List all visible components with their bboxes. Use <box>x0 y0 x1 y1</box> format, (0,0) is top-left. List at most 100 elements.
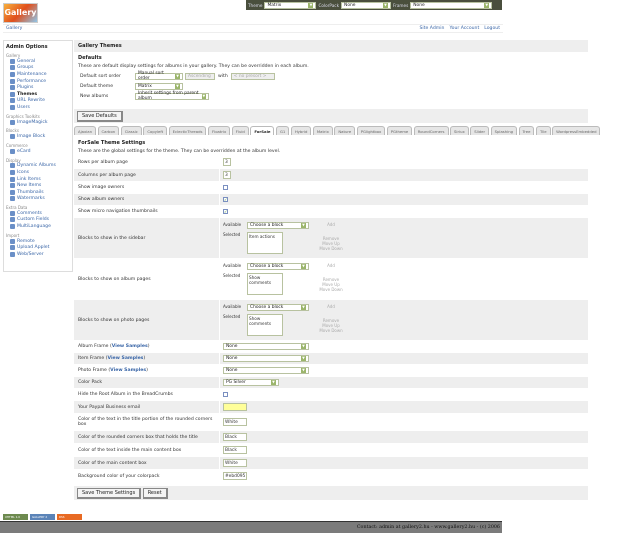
sidebar-item-image-block[interactable]: Image Block <box>6 133 70 140</box>
setting-text-input[interactable]: #ebd095 <box>223 472 247 480</box>
setting-select[interactable]: None ▼ <box>223 343 309 350</box>
sidebar-item-web-server[interactable]: Web/Server <box>6 251 70 258</box>
selected-blocks-list[interactable]: Show comments <box>247 314 283 336</box>
selected-blocks-list[interactable]: Item actions <box>247 232 283 254</box>
tab-fluid[interactable]: Fluid <box>231 126 249 135</box>
setting-text-input[interactable]: 3 <box>223 171 231 179</box>
gallery-logo[interactable]: Gallery <box>3 3 38 23</box>
sidebar-item-performance[interactable]: Performance <box>6 78 70 85</box>
tab-classic[interactable]: Classic <box>120 126 142 135</box>
move-remove-button[interactable]: Remove <box>322 236 340 241</box>
theme-select[interactable]: Matrix ▼ <box>264 1 317 9</box>
sidebar-item-thumbnails[interactable]: Thumbnails <box>6 189 70 196</box>
sidebar-item-comments[interactable]: Comments <box>6 210 70 217</box>
setting-select[interactable]: None ▼ <box>223 367 309 374</box>
sidebar-item-custom-fields[interactable]: Custom Fields <box>6 217 70 224</box>
setting-checkbox[interactable] <box>223 392 228 397</box>
setting-text-input[interactable]: Black <box>223 433 247 441</box>
sidebar-item-icons[interactable]: Icons <box>6 169 70 176</box>
view-samples-link[interactable]: View Samples <box>111 344 148 349</box>
move-up-button[interactable]: Move Up <box>322 282 340 287</box>
sidebar-item-link-items[interactable]: Link Items <box>6 176 70 183</box>
setting-checkbox[interactable]: ✓ <box>223 197 228 202</box>
setting-text-input[interactable] <box>223 403 247 411</box>
tab-roundcorners[interactable]: RoundCorners <box>413 126 449 135</box>
logout-link[interactable]: Logout <box>484 26 500 31</box>
available-blocks-select[interactable]: Choose a block ▼ <box>247 304 309 311</box>
tab-forsale[interactable]: ForSale <box>250 126 275 135</box>
sidebar-item-url-rewrite[interactable]: URL Rewrite <box>6 98 70 105</box>
tab-ajaxian[interactable]: Ajaxian <box>74 126 97 135</box>
presort-select[interactable]: < no presort > <box>230 72 275 80</box>
setting-checkbox[interactable] <box>223 185 228 190</box>
your-account-link[interactable]: Your Account <box>449 26 480 31</box>
sidebar-item-multilanguage[interactable]: MultiLanguage <box>6 223 70 230</box>
xhtml-badge[interactable]: XHTML 1.0 <box>3 514 28 520</box>
sidebar-item-general[interactable]: General <box>6 58 70 65</box>
view-samples-link[interactable]: View Samples <box>107 356 144 361</box>
sidebar-item-upload-applet[interactable]: Upload Applet <box>6 244 70 251</box>
tab-nature[interactable]: Nature <box>334 126 356 135</box>
sidebar-item-dynamic-albums[interactable]: Dynamic Albums <box>6 163 70 170</box>
sort-direction-select[interactable]: Ascending <box>185 72 215 80</box>
setting-select[interactable]: PG Silver ▼ <box>223 379 279 386</box>
sort-order-select[interactable]: Manual sort order ▼ <box>135 71 183 81</box>
move-remove-button[interactable]: Remove <box>322 318 340 323</box>
sidebar-item-new-items[interactable]: New Items <box>6 182 70 189</box>
reset-button[interactable]: Reset <box>142 488 168 499</box>
tab-siriux[interactable]: Siriux <box>450 126 469 135</box>
tab-pglightbox[interactable]: PGlightbox <box>356 126 386 135</box>
sidebar-item-watermarks[interactable]: Watermarks <box>6 196 70 203</box>
setting-text-input[interactable]: White <box>223 459 247 467</box>
sidebar-item-groups[interactable]: Groups <box>6 65 70 72</box>
setting-select[interactable]: None ▼ <box>223 355 309 362</box>
available-blocks-select[interactable]: Choose a block ▼ <box>247 263 309 270</box>
new-albums-select[interactable]: Inherit settings from parent album ▼ <box>135 91 209 101</box>
tab-eclecticthreads[interactable]: EclecticThreads <box>168 126 207 135</box>
sidebar-item-maintenance[interactable]: Maintenance <box>6 71 70 78</box>
tab-g1[interactable]: G1 <box>275 126 290 135</box>
tab-splashing[interactable]: Splashing <box>490 126 518 135</box>
tab-carbon[interactable]: Carbon <box>97 126 120 135</box>
sidebar-item-themes[interactable]: Themes <box>6 91 70 98</box>
move-up-button[interactable]: Move Up <box>322 323 340 328</box>
frames-select[interactable]: None ▼ <box>410 1 493 9</box>
selected-blocks-list[interactable]: Show comments <box>247 273 283 295</box>
move-down-button[interactable]: Move Down <box>319 328 343 333</box>
tab-tree[interactable]: Tree <box>518 126 535 135</box>
tab-floatrix[interactable]: Floatrix <box>207 126 231 135</box>
sidebar-item-users[interactable]: Users <box>6 104 70 111</box>
tab-hybrid[interactable]: Hybrid <box>290 126 312 135</box>
setting-text-input[interactable]: Black <box>223 446 247 454</box>
rss-badge[interactable]: RSS <box>57 514 82 520</box>
site-admin-link[interactable]: Site Admin <box>419 26 445 31</box>
gallery-badge[interactable]: GALLERY 2 <box>30 514 55 520</box>
sidebar-item-remote[interactable]: Remote <box>6 238 70 245</box>
setting-checkbox[interactable]: ✓ <box>223 209 228 214</box>
add-block-button[interactable]: Add <box>327 263 335 268</box>
sidebar-item-plugins[interactable]: Plugins <box>6 84 70 91</box>
available-blocks-select[interactable]: Choose a block ▼ <box>247 222 309 229</box>
tab-tile[interactable]: Tile <box>535 126 551 135</box>
move-down-button[interactable]: Move Down <box>319 246 343 251</box>
move-up-button[interactable]: Move Up <box>322 241 340 246</box>
sidebar-item-ecard[interactable]: eCard <box>6 148 70 155</box>
setting-text-input[interactable]: 3 <box>223 158 231 166</box>
tab-slider[interactable]: Slider <box>470 126 490 135</box>
tab-pgtheme[interactable]: PGtheme <box>386 126 413 135</box>
move-down-button[interactable]: Move Down <box>319 287 343 292</box>
tab-wordpressembedded[interactable]: WordpressEmbedded <box>552 126 601 135</box>
move-remove-button[interactable]: Remove <box>322 277 340 282</box>
colorpack-select[interactable]: None ▼ <box>341 1 392 9</box>
add-block-button[interactable]: Add <box>327 222 335 227</box>
tab-matrix[interactable]: Matrix <box>312 126 333 135</box>
save-defaults-button[interactable]: Save Defaults <box>77 111 123 122</box>
tab-copyleft[interactable]: Copyleft <box>143 126 168 135</box>
breadcrumb-gallery[interactable]: Gallery <box>6 26 23 31</box>
sidebar-item-imagemagick[interactable]: ImageMagick <box>6 119 70 126</box>
save-theme-settings-button[interactable]: Save Theme Settings <box>77 488 142 499</box>
view-samples-link[interactable]: View Samples <box>110 368 147 373</box>
add-block-button[interactable]: Add <box>327 304 335 309</box>
setting-text-input[interactable]: White <box>223 418 247 426</box>
default-theme-select[interactable]: Matrix ▼ <box>135 82 183 90</box>
